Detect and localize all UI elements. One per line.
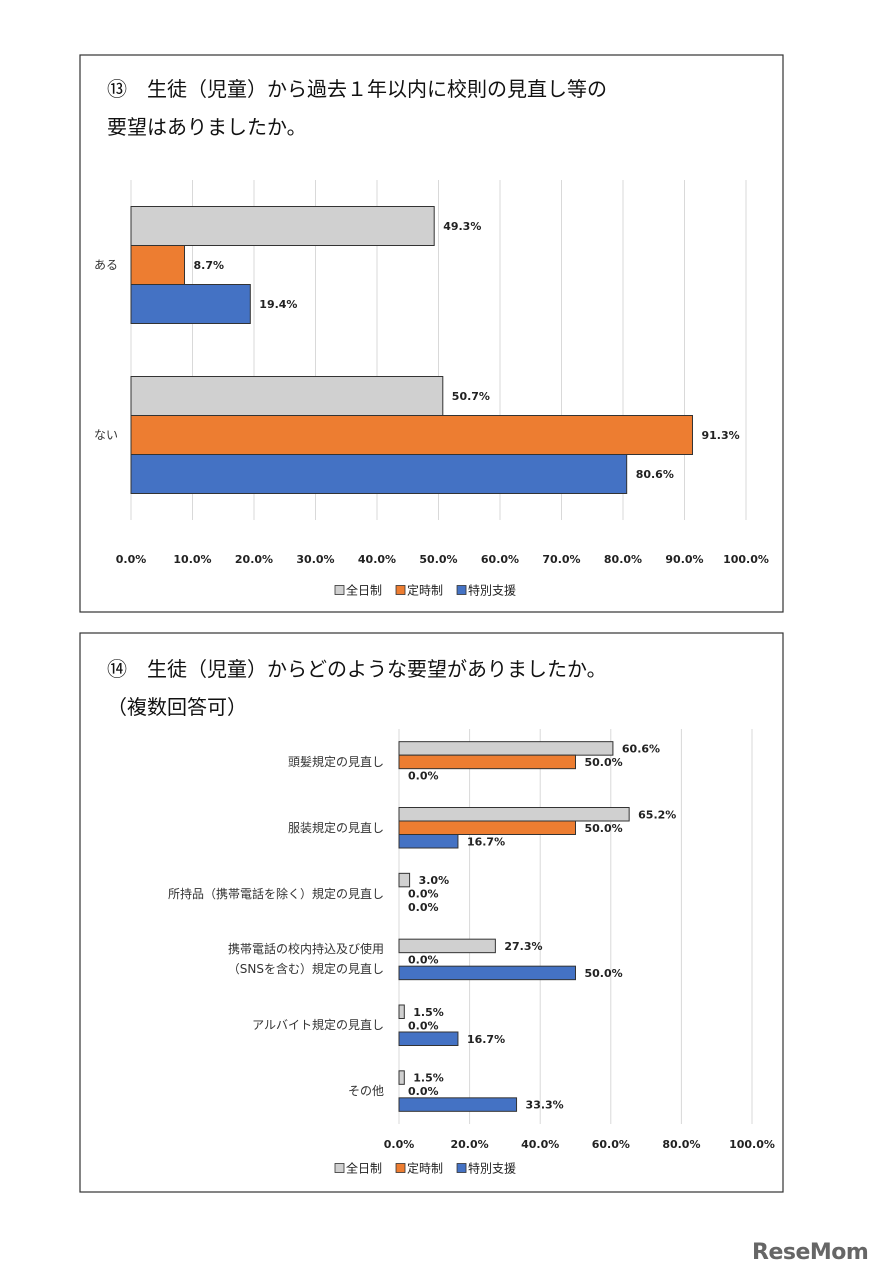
x-tick-label: 60.0% — [481, 553, 519, 566]
data-label: 91.3% — [701, 429, 739, 442]
bar — [130, 284, 251, 324]
bar — [398, 820, 576, 835]
category-label: アルバイト規定の見直し — [252, 1018, 384, 1033]
data-label: 50.0% — [585, 756, 623, 769]
data-label: 1.5% — [413, 1006, 444, 1019]
data-label: 50.7% — [452, 390, 490, 403]
data-label: 50.0% — [585, 967, 623, 980]
chart-title: ⑭ 生徒（児童）からどのような要望がありましたか。 （複数回答可） — [107, 657, 607, 719]
category-label: ある — [93, 258, 118, 272]
data-label: 0.0% — [408, 769, 439, 782]
chart-frame — [79, 632, 784, 1193]
data-label: 0.0% — [408, 901, 439, 914]
x-tick-label: 100.0% — [723, 553, 769, 566]
data-label: 0.0% — [408, 888, 439, 901]
data-label: 0.0% — [408, 953, 439, 966]
bar — [398, 965, 576, 981]
data-label: 50.0% — [585, 822, 623, 835]
category-label: 服装規定の見直し — [287, 820, 384, 835]
legend-swatch — [456, 585, 467, 595]
bar — [398, 807, 630, 822]
legend-swatch — [456, 1163, 467, 1173]
x-tick-label: 80.0% — [604, 553, 642, 566]
data-label: 3.0% — [419, 874, 450, 887]
data-label: 27.3% — [504, 940, 542, 953]
bar — [130, 245, 186, 285]
data-label: 0.0% — [408, 1085, 439, 1098]
x-tick-label: 20.0% — [235, 553, 273, 566]
x-tick-label: 20.0% — [451, 1138, 489, 1151]
data-label: 19.4% — [259, 298, 297, 311]
data-label: 1.5% — [413, 1072, 444, 1085]
bar — [130, 376, 444, 416]
legend-label: 定時制 — [407, 1161, 443, 1176]
x-tick-label: 30.0% — [296, 553, 334, 566]
category-label: 頭髪規定の見直し — [287, 754, 384, 769]
category-label: 所持品（携帯電話を除く）規定の見直し — [167, 886, 384, 901]
data-label: 49.3% — [443, 220, 481, 233]
legend-label: 全日制 — [346, 1161, 382, 1176]
legend-swatch — [395, 585, 406, 595]
bar — [398, 1004, 405, 1019]
x-tick-label: 90.0% — [665, 553, 703, 566]
bar — [130, 454, 628, 494]
legend-swatch — [334, 1163, 345, 1173]
bar — [398, 1031, 459, 1046]
legend-swatch — [395, 1163, 406, 1173]
data-label: 60.6% — [622, 742, 660, 755]
bar — [398, 1097, 518, 1112]
legend-swatch — [334, 585, 345, 595]
x-tick-label: 40.0% — [358, 553, 396, 566]
x-tick-label: 60.0% — [592, 1138, 630, 1151]
legend-label: 全日制 — [346, 583, 382, 598]
data-label: 33.3% — [526, 1099, 564, 1112]
x-tick-label: 0.0% — [384, 1138, 415, 1151]
bar — [398, 938, 496, 954]
x-tick-label: 100.0% — [729, 1138, 775, 1151]
x-tick-label: 80.0% — [662, 1138, 700, 1151]
bar — [398, 872, 411, 888]
legend-label: 特別支援 — [468, 1161, 516, 1176]
data-label: 65.2% — [638, 808, 676, 821]
category-label: その他 — [347, 1084, 384, 1099]
chart-title: ⑬ 生徒（児童）から過去１年以内に校則の見直し等の 要望はありましたか。 — [107, 77, 607, 139]
x-tick-label: 50.0% — [419, 553, 457, 566]
bar — [130, 415, 693, 455]
category-label: 携帯電話の校内持込及び使用 （SNSを含む）規定の見直し — [227, 942, 384, 977]
legend-label: 特別支援 — [468, 583, 516, 598]
data-label: 80.6% — [636, 468, 674, 481]
bar — [130, 206, 435, 246]
data-label: 8.7% — [194, 259, 225, 272]
x-tick-label: 40.0% — [521, 1138, 559, 1151]
data-label: 16.7% — [467, 1033, 505, 1046]
category-label: ない — [93, 428, 118, 442]
bar — [398, 834, 459, 849]
x-tick-label: 0.0% — [116, 553, 147, 566]
legend-label: 定時制 — [407, 583, 443, 598]
x-tick-label: 10.0% — [173, 553, 211, 566]
bar — [398, 741, 614, 756]
bar — [398, 1070, 405, 1085]
x-tick-label: 70.0% — [542, 553, 580, 566]
chart-frame — [79, 54, 784, 613]
watermark: ReseMom — [752, 1240, 869, 1265]
bar — [398, 754, 576, 770]
data-label: 16.7% — [467, 835, 505, 848]
data-label: 0.0% — [408, 1019, 439, 1032]
